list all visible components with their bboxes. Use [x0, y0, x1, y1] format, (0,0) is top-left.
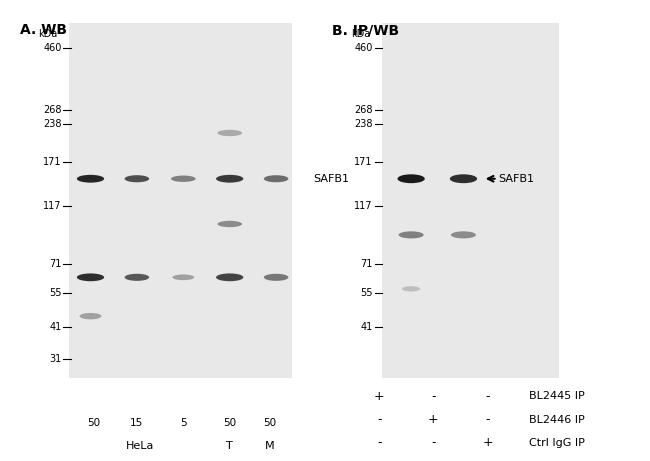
Text: 55: 55: [360, 288, 372, 298]
Text: 171: 171: [354, 157, 372, 167]
Text: 268: 268: [44, 105, 62, 115]
Text: kDa: kDa: [351, 29, 370, 39]
Text: kDa: kDa: [38, 29, 58, 39]
Text: 171: 171: [44, 157, 62, 167]
Text: 238: 238: [44, 119, 62, 129]
Bar: [207, 437, 253, 456]
Text: 460: 460: [354, 43, 372, 53]
Text: SAFB1: SAFB1: [499, 174, 535, 184]
Ellipse shape: [125, 274, 149, 281]
Text: 238: 238: [354, 119, 372, 129]
Ellipse shape: [77, 273, 104, 281]
Ellipse shape: [397, 174, 425, 183]
Ellipse shape: [217, 130, 242, 136]
Text: +: +: [482, 436, 493, 449]
Bar: [74, 414, 114, 433]
Text: SAFB1: SAFB1: [313, 174, 349, 184]
Text: 117: 117: [354, 201, 372, 211]
Ellipse shape: [402, 286, 421, 291]
Ellipse shape: [216, 175, 243, 183]
Text: 50: 50: [263, 418, 276, 428]
Text: 31: 31: [49, 354, 62, 364]
Bar: [74, 437, 114, 456]
Ellipse shape: [398, 231, 424, 238]
Ellipse shape: [172, 274, 194, 280]
Ellipse shape: [264, 175, 289, 182]
Text: M: M: [265, 441, 275, 451]
Text: 5: 5: [180, 418, 187, 428]
Text: -: -: [377, 413, 382, 426]
Ellipse shape: [450, 174, 477, 183]
Text: 268: 268: [354, 105, 372, 115]
Text: -: -: [377, 436, 382, 449]
Text: Ctrl IgG IP: Ctrl IgG IP: [529, 438, 585, 448]
Text: T: T: [226, 441, 233, 451]
Text: -: -: [486, 413, 490, 426]
Bar: [160, 437, 207, 456]
Bar: [382, 23, 559, 378]
Text: 71: 71: [360, 259, 372, 268]
Text: A. WB: A. WB: [20, 23, 66, 37]
Ellipse shape: [217, 221, 242, 227]
Ellipse shape: [264, 274, 289, 281]
Ellipse shape: [79, 313, 101, 319]
Bar: [207, 414, 253, 433]
Text: 15: 15: [130, 418, 144, 428]
Ellipse shape: [125, 175, 149, 182]
Ellipse shape: [171, 176, 196, 182]
Text: B. IP/WB: B. IP/WB: [332, 23, 398, 37]
Text: 71: 71: [49, 259, 62, 268]
Text: -: -: [486, 390, 490, 403]
Text: 55: 55: [49, 288, 62, 298]
Text: +: +: [374, 390, 385, 403]
Bar: [253, 437, 287, 456]
Text: BL2446 IP: BL2446 IP: [529, 414, 585, 425]
Ellipse shape: [77, 175, 104, 183]
Text: 50: 50: [223, 418, 236, 428]
Bar: [69, 23, 292, 378]
Text: HeLa: HeLa: [126, 441, 155, 451]
Text: 117: 117: [44, 201, 62, 211]
Text: 50: 50: [87, 418, 101, 428]
Ellipse shape: [451, 231, 476, 238]
Bar: [160, 414, 207, 433]
Text: -: -: [431, 390, 436, 403]
Text: BL2445 IP: BL2445 IP: [529, 391, 585, 401]
Text: 41: 41: [360, 322, 372, 332]
Bar: [114, 414, 160, 433]
Text: 41: 41: [49, 322, 62, 332]
Text: 460: 460: [44, 43, 62, 53]
Text: +: +: [428, 413, 439, 426]
Bar: [114, 437, 160, 456]
Text: -: -: [431, 436, 436, 449]
Ellipse shape: [216, 273, 243, 281]
Bar: [253, 414, 287, 433]
